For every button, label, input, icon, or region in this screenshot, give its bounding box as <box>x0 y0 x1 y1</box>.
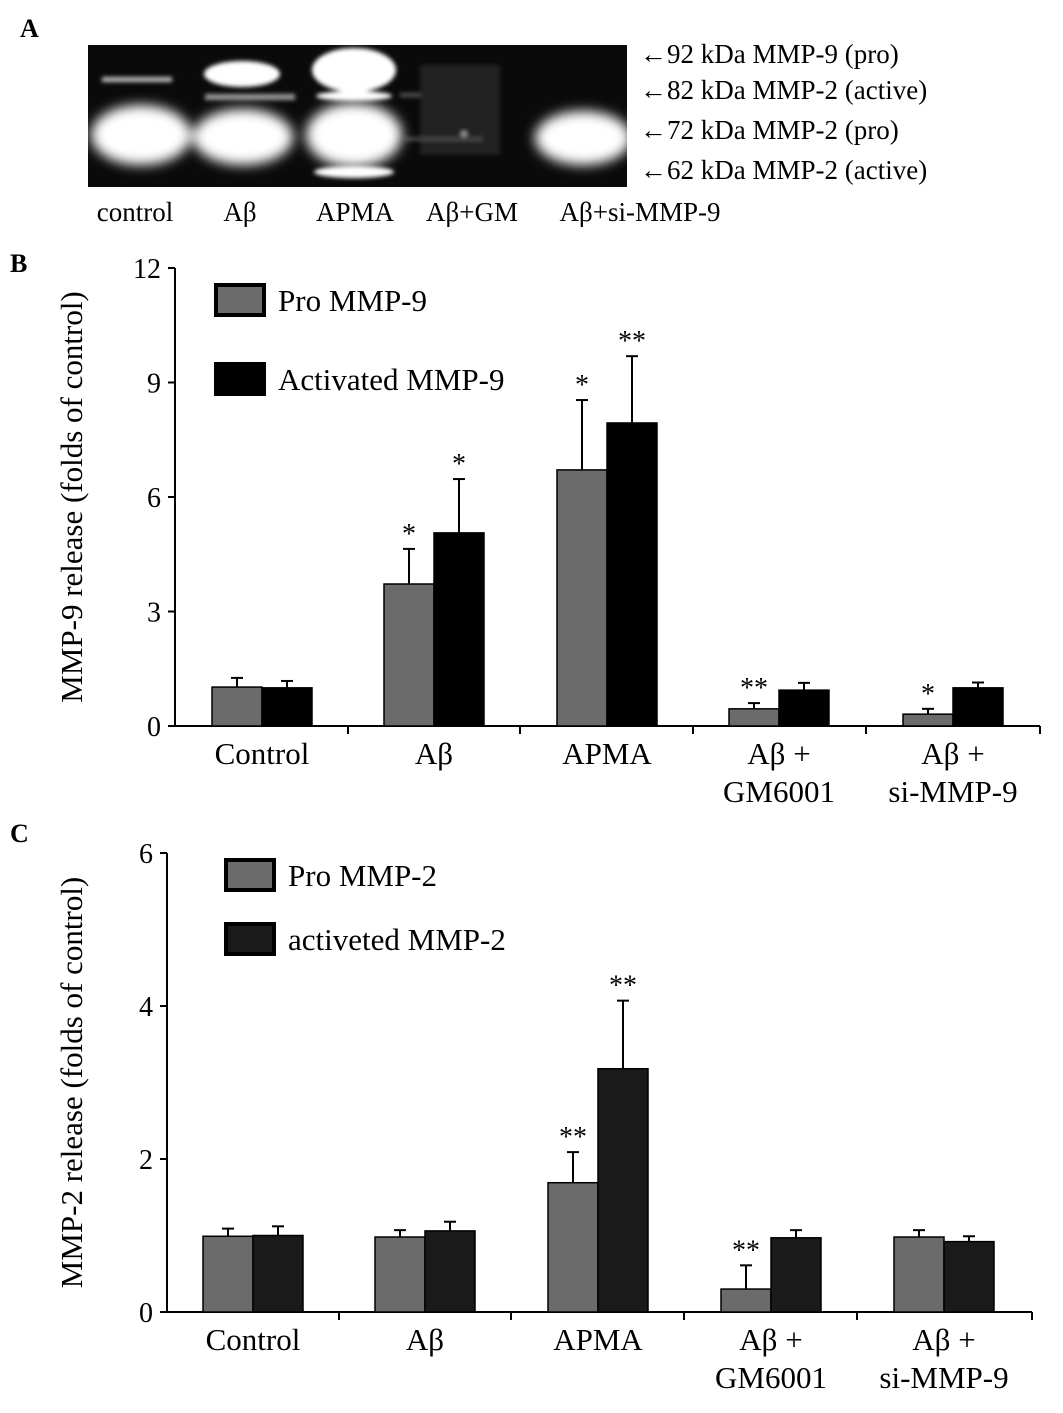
legend-swatch <box>224 922 276 956</box>
y-tick-label: 12 <box>133 254 161 285</box>
band-control-72 <box>91 105 191 165</box>
legend-label: Activated MMP-9 <box>278 362 504 397</box>
bar-active <box>597 1067 649 1313</box>
y-axis-label: MMP-2 release (folds of control) <box>54 877 89 1289</box>
significance-marker: ** <box>609 971 637 1002</box>
bar-active <box>433 532 485 727</box>
bar-pro <box>893 1236 945 1313</box>
y-tick-label: 6 <box>139 839 153 870</box>
x-category-label: APMA <box>553 1322 643 1357</box>
gel-lane-label: Aβ+GM <box>426 197 518 227</box>
bar-pro <box>728 708 780 727</box>
band-abeta-82 <box>205 94 295 100</box>
bar-pro <box>547 1181 599 1313</box>
y-tick-label: 6 <box>147 483 161 514</box>
bar-pro <box>556 469 608 727</box>
band-apma-92 <box>312 48 396 92</box>
x-category-label: GM6001 <box>723 774 835 809</box>
significance-marker: ** <box>559 1122 587 1153</box>
bar-pro <box>383 583 435 727</box>
legend-swatch <box>214 362 266 396</box>
gel-band-label: ←62 kDa MMP-2 (active) <box>640 155 927 185</box>
bar-pro <box>902 713 954 727</box>
significance-marker: ** <box>740 673 768 704</box>
gel-lane-label: APMA <box>316 197 395 227</box>
band-apma-72 <box>306 103 402 167</box>
y-tick-label: 2 <box>139 1145 153 1176</box>
legend-label: activeted MMP-2 <box>288 922 506 957</box>
band-abeta-72 <box>193 109 293 165</box>
y-axis-label: MMP-9 release (folds of control) <box>54 291 89 703</box>
significance-marker: * <box>921 679 935 710</box>
x-category-label: Aβ + <box>912 1322 975 1357</box>
legend-swatch <box>214 283 266 317</box>
gel-lane-label: Aβ+si-MMP-9 <box>560 197 721 227</box>
x-category-label: Aβ <box>415 736 453 771</box>
gel-lane-label: control <box>97 197 173 227</box>
x-category-label: GM6001 <box>715 1360 827 1395</box>
legend-swatch <box>224 858 276 892</box>
significance-marker: * <box>402 519 416 550</box>
x-category-label: si-MMP-9 <box>888 774 1017 809</box>
y-tick-label: 9 <box>147 369 161 400</box>
significance-marker: * <box>452 449 466 480</box>
x-category-label: Aβ + <box>739 1322 802 1357</box>
significance-marker: ** <box>618 326 646 357</box>
x-category-label: APMA <box>562 736 652 771</box>
band-control-92 <box>102 77 172 82</box>
gel-lane-label: Aβ <box>223 197 256 227</box>
y-tick-label: 0 <box>139 1298 153 1329</box>
gel-image <box>88 45 631 187</box>
gel-band-label: ←92 kDa MMP-9 (pro) <box>640 39 899 69</box>
band-gm-72 <box>405 137 483 141</box>
band-abeta-92 <box>204 61 280 87</box>
x-category-label: Aβ + <box>921 736 984 771</box>
bar-pro <box>374 1236 426 1313</box>
bar-active <box>952 687 1004 727</box>
bar-active <box>261 687 313 727</box>
bar-active <box>252 1234 304 1313</box>
bar-pro <box>202 1235 254 1313</box>
band-si-72 <box>535 111 631 165</box>
legend-label: Pro MMP-2 <box>288 858 437 893</box>
legend-label: Pro MMP-9 <box>278 283 427 318</box>
panel-label-a: A <box>20 14 39 43</box>
y-tick-label: 3 <box>147 598 161 629</box>
x-category-label: Aβ <box>406 1322 444 1357</box>
gel-band-label: ←82 kDa MMP-2 (active) <box>640 75 927 105</box>
bar-active <box>778 689 830 727</box>
bar-active <box>424 1230 476 1313</box>
x-category-label: Control <box>215 736 310 771</box>
significance-marker: ** <box>732 1235 760 1266</box>
y-tick-label: 4 <box>139 992 153 1023</box>
band-apma-82 <box>316 91 392 101</box>
significance-marker: * <box>575 370 589 401</box>
bar-active <box>606 422 658 727</box>
gel-band-label: ←72 kDa MMP-2 (pro) <box>640 115 899 145</box>
bar-active <box>943 1240 995 1313</box>
x-category-label: Control <box>206 1322 301 1357</box>
y-tick-label: 0 <box>147 712 161 743</box>
band-apma-62 <box>314 166 394 178</box>
x-category-label: si-MMP-9 <box>879 1360 1008 1395</box>
bar-pro <box>211 686 263 727</box>
panel-label-c: C <box>10 819 29 848</box>
panel-label-b: B <box>10 249 27 278</box>
bar-pro <box>720 1288 772 1313</box>
bar-active <box>770 1237 822 1313</box>
x-category-label: Aβ + <box>747 736 810 771</box>
